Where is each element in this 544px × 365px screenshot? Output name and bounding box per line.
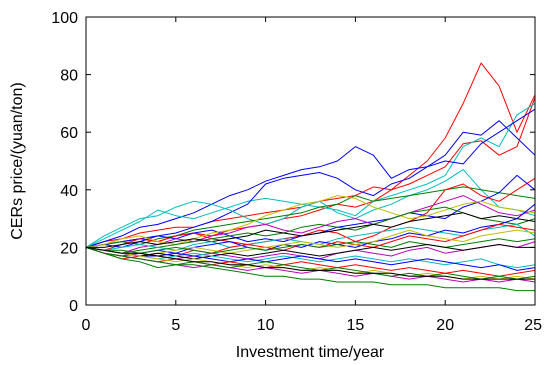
series-line-5 <box>85 108 536 248</box>
series-line-21 <box>85 246 536 269</box>
x-tick-label: 10 <box>257 317 275 334</box>
x-axis-label: Investment time/year <box>236 344 385 361</box>
x-tick-label: 0 <box>82 317 91 334</box>
series-line-27 <box>85 246 536 280</box>
series-line-4 <box>85 102 536 248</box>
plot-frame <box>85 16 536 306</box>
series-line-22 <box>85 246 536 271</box>
series-line-15 <box>85 203 536 257</box>
series-line-23 <box>85 246 536 277</box>
x-tick-label: 15 <box>347 317 365 334</box>
series-line-28 <box>85 246 535 280</box>
plot-area <box>86 17 535 305</box>
y-tick-label: 0 <box>69 298 78 315</box>
x-tick-label: 5 <box>171 317 180 334</box>
series-line-6 <box>85 169 536 248</box>
series-line-8 <box>85 177 536 251</box>
series-line-7 <box>85 186 536 248</box>
series-line-26 <box>85 246 535 292</box>
y-tick-label: 40 <box>60 183 78 200</box>
series-line-13 <box>86 212 536 248</box>
series-layer <box>85 62 536 292</box>
y-tick-label: 100 <box>51 10 78 27</box>
series-line-3 <box>85 120 536 248</box>
y-tick-label: 20 <box>60 240 78 257</box>
series-line-17 <box>85 229 536 257</box>
x-tick-label: 25 <box>524 317 542 334</box>
y-tick-label: 60 <box>60 125 78 142</box>
series-line-12 <box>85 206 536 254</box>
y-tick-label: 80 <box>60 68 78 85</box>
series-line-20 <box>85 244 535 260</box>
series-line-18 <box>85 238 536 254</box>
y-axis-label: CERs price/(yuan/ton) <box>9 82 26 239</box>
axis-layer: 0 5 10 15 20 25 0 20 40 60 80 100 <box>51 10 542 334</box>
series-line-11 <box>85 195 536 248</box>
x-tick-label: 20 <box>436 317 454 334</box>
